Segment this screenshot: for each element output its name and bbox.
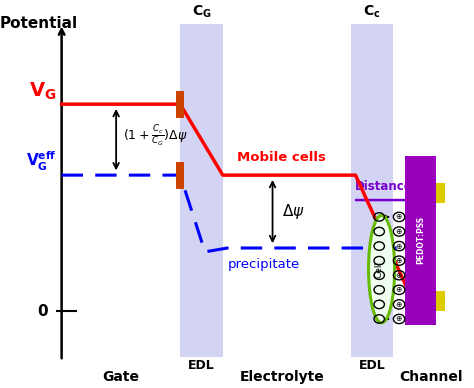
Text: $\oplus$: $\oplus$	[395, 227, 403, 236]
Text: $\oplus$: $\oplus$	[395, 314, 403, 324]
Bar	[180, 24, 223, 357]
Text: Cell: Cell	[375, 260, 383, 278]
Text: $\Delta\psi$: $\Delta\psi$	[282, 202, 305, 221]
Bar	[176, 91, 184, 118]
Text: Distance: Distance	[355, 180, 412, 193]
Bar	[351, 24, 393, 357]
Bar	[405, 156, 436, 325]
Bar	[436, 183, 445, 203]
Bar	[176, 162, 184, 189]
Text: 0: 0	[37, 304, 47, 319]
Text: $\mathbf{V_G}$: $\mathbf{V_G}$	[29, 81, 57, 102]
Text: $\mathbf{C_G}$: $\mathbf{C_G}$	[191, 3, 211, 20]
Text: Electrolyte: Electrolyte	[240, 370, 324, 384]
Text: $\mathbf{C_c}$: $\mathbf{C_c}$	[364, 3, 381, 20]
Text: Mobile cells: Mobile cells	[237, 151, 326, 164]
Text: $\oplus$: $\oplus$	[395, 213, 403, 222]
Text: $(1+\frac{C_c}{C_G})\Delta\psi$: $(1+\frac{C_c}{C_G})\Delta\psi$	[123, 123, 188, 148]
Text: $\oplus$: $\oplus$	[395, 271, 403, 280]
Text: $\oplus$: $\oplus$	[395, 285, 403, 294]
Text: Potential: Potential	[0, 16, 78, 31]
Text: EDL: EDL	[359, 359, 385, 372]
Text: $\oplus$: $\oplus$	[395, 300, 403, 309]
Text: Channel: Channel	[400, 370, 463, 384]
Text: PEDOT:PSS: PEDOT:PSS	[416, 216, 425, 264]
Text: Gate: Gate	[102, 370, 139, 384]
Text: EDL: EDL	[188, 359, 215, 372]
Text: $\oplus$: $\oplus$	[395, 256, 403, 265]
Ellipse shape	[369, 215, 395, 323]
Text: $\oplus$: $\oplus$	[395, 242, 403, 251]
Text: $\mathbf{V}_\mathbf{G}^\mathbf{eff}$: $\mathbf{V}_\mathbf{G}^\mathbf{eff}$	[26, 150, 57, 173]
Bar	[436, 291, 445, 311]
Text: precipitate: precipitate	[228, 258, 300, 270]
